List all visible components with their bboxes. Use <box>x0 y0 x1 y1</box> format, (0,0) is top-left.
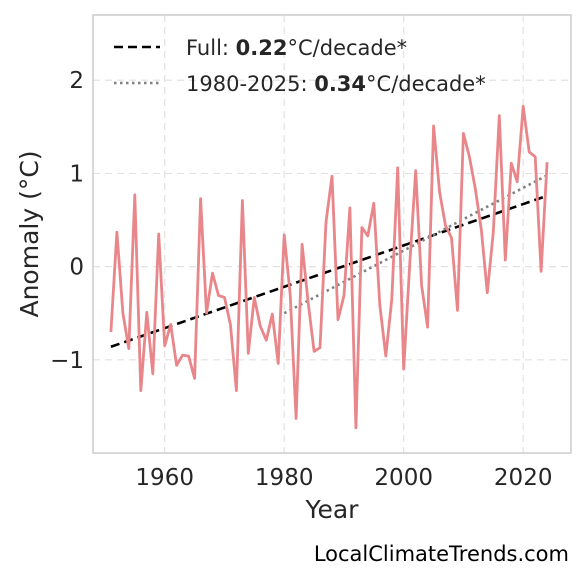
legend-full-prefix: Full: <box>186 36 236 60</box>
grid <box>93 15 571 453</box>
legend: Full: 0.22°C/decade* 1980-2025: 0.34°C/d… <box>114 36 486 96</box>
legend-recent-suffix: °C/decade* <box>366 72 486 96</box>
legend-full-suffix: °C/decade* <box>288 36 408 60</box>
y-tick-label: −1 <box>50 348 84 374</box>
x-tick-label: 1980 <box>255 465 314 491</box>
y-tick-label: 0 <box>69 255 84 281</box>
x-tick-label: 2020 <box>494 465 553 491</box>
x-axis-label: Year <box>305 495 360 524</box>
tick-labels: 1960 1980 2000 2020 2 1 0 −1 <box>50 68 552 491</box>
legend-full-value: 0.22 <box>236 36 288 60</box>
plot-frame <box>92 14 572 454</box>
series-layer <box>109 104 549 430</box>
y-tick-label: 1 <box>69 161 84 187</box>
watermark: LocalClimateTrends.com <box>314 542 569 566</box>
legend-entry-full: Full: 0.22°C/decade* <box>186 36 407 60</box>
x-tick-label: 2000 <box>374 465 433 491</box>
legend-entry-recent: 1980-2025: 0.34°C/decade* <box>186 72 486 96</box>
y-tick-label: 2 <box>69 68 84 94</box>
legend-recent-prefix: 1980-2025: <box>186 72 314 96</box>
y-axis-label: Anomaly (°C) <box>15 150 44 317</box>
x-tick-label: 1960 <box>135 465 194 491</box>
legend-recent-value: 0.34 <box>314 72 366 96</box>
trend-line-full <box>110 194 548 348</box>
series-line <box>109 104 549 430</box>
